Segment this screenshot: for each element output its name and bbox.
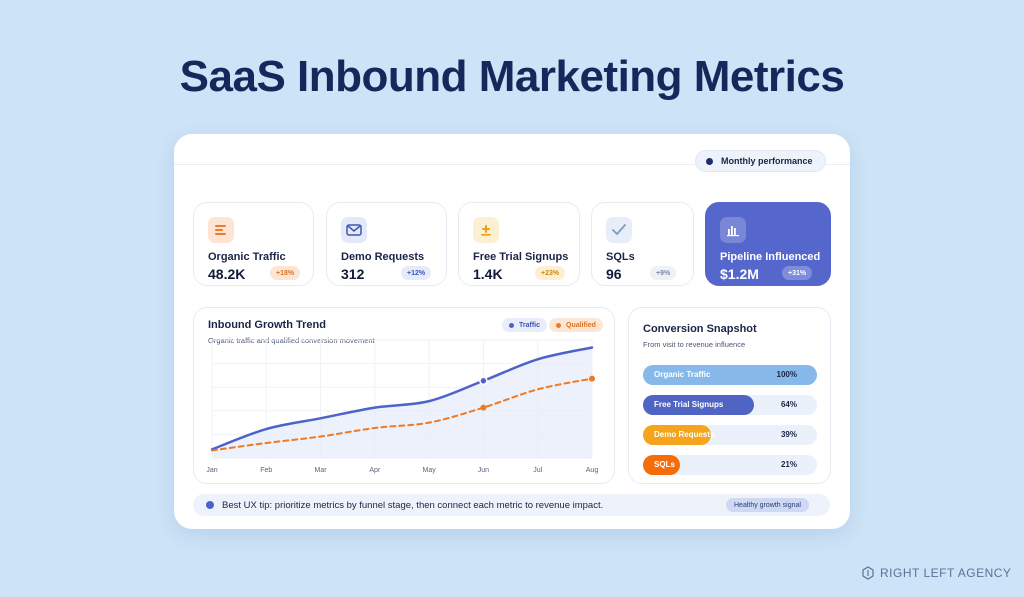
check-icon [606,217,632,243]
bar-fill [643,455,680,475]
x-tick-label: Jan [206,467,217,474]
lines-icon [208,217,234,243]
bar-label: Free Trial Signups [654,400,724,409]
kpi-card-organic-traffic[interactable]: Organic Traffic 48.2K +18% [193,202,314,286]
kpi-value: 1.4K [473,266,503,282]
trend-title: Inbound Growth Trend [208,319,326,331]
traffic-area [212,347,592,458]
bar-percent: 100% [776,370,797,379]
x-tick-label: Jul [533,467,542,474]
period-filter-pill[interactable]: Monthly performance [695,150,826,172]
snapshot-title: Conversion Snapshot [643,323,757,335]
trend-card: Inbound Growth Trend Organic traffic and… [193,307,615,484]
kpi-change-badge: +31% [782,266,813,280]
ux-tip-bar: Best UX tip: prioritize metrics by funne… [193,494,830,516]
qualified-series-line [211,377,593,452]
agency-name: RIGHT LEFT AGENCY [880,566,1012,580]
bar-percent: 21% [780,460,797,469]
bar-fill [643,425,711,445]
trend-chart: Jan Feb Mar Apr May Jun Jul Aug [206,339,599,474]
agency-logo: RIGHT LEFT AGENCY [862,566,1011,580]
kpi-change-badge: +9% [650,266,677,280]
x-tick-label: Feb [260,467,272,474]
conversion-snapshot-card: Conversion Snapshot From visit to revenu… [628,307,831,484]
tip-text: Best UX tip: prioritize metrics by funne… [222,500,604,511]
traffic-point-jun [479,376,488,386]
legend-label: Qualified [566,321,596,329]
traffic-series-line [210,346,594,451]
x-tick-label: Mar [315,467,328,474]
bar-track [643,455,817,475]
agency-mark-icon [862,566,874,580]
bar-percent: 39% [780,430,797,439]
status-dot-icon [706,157,713,165]
bar-label: SQLs [654,460,675,469]
kpi-change-badge: +12% [401,266,432,280]
legend-traffic[interactable]: Traffic [502,318,548,332]
legend-dot-icon [556,322,561,328]
x-tick-label: Apr [369,467,381,474]
x-tick-label: Aug [586,467,599,474]
legend-qualified[interactable]: Qualified [549,318,603,332]
kpi-label: Demo Requests [341,251,425,263]
panel-divider [174,164,850,165]
bar-fill [643,365,817,385]
kpi-card-free-trial-signups[interactable]: Free Trial Signups 1.4K +23% [458,202,580,286]
kpi-change-badge: +23% [535,266,566,280]
kpi-label: Pipeline Influenced [720,251,821,263]
kpi-card-pipeline-influenced[interactable]: Pipeline Influenced $1.2M +31% [705,202,831,286]
snapshot-subtitle: From visit to revenue influence [643,340,746,349]
bar-percent: 64% [780,400,797,409]
bar-fill [643,395,755,415]
kpi-value: 312 [341,266,365,282]
x-tick-label: Jun [478,467,489,474]
plus-icon [473,217,499,243]
kpi-value: $1.2M [720,266,759,282]
kpi-label: Organic Traffic [208,251,286,263]
health-badge: Healthy growth signal [726,498,809,512]
funnel-row-demo-requests: Demo Requests 39% [643,425,817,445]
dashboard-panel: Monthly performance Organic Traffic 48.2… [174,134,850,529]
kpi-value: 96 [606,266,622,282]
legend-dot-icon [509,322,514,328]
qualified-point-aug [589,375,595,382]
kpi-card-sqls[interactable]: SQLs 96 +9% [591,202,694,286]
page-title: SaaS Inbound Marketing Metrics [179,52,845,101]
funnel-row-organic-traffic: Organic Traffic 100% [643,365,817,385]
kpi-card-demo-requests[interactable]: Demo Requests 312 +12% [326,202,447,286]
x-tick-label: May [423,467,437,474]
qualified-point-jun [480,404,487,411]
kpi-change-badge: +18% [270,266,301,280]
bar-chart-icon [720,217,746,243]
bar-label: Organic Traffic [654,370,711,379]
period-label: Monthly performance [721,156,813,166]
funnel-row-sqls: SQLs 21% [643,455,817,475]
kpi-label: SQLs [606,251,635,263]
mail-icon [341,217,367,243]
kpi-value: 48.2K [208,266,246,282]
bar-label: Demo Requests [654,430,715,439]
tip-dot-icon [206,501,214,509]
legend-label: Traffic [519,321,541,329]
kpi-label: Free Trial Signups [473,251,569,263]
funnel-row-free-trial-signups: Free Trial Signups 64% [643,395,817,415]
